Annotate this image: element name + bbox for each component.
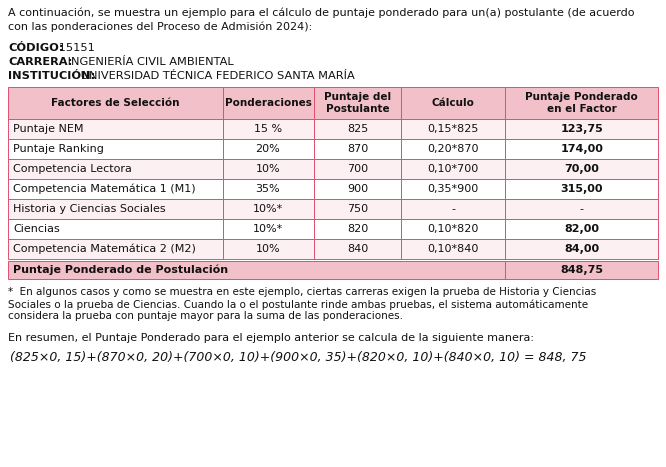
Text: 20%: 20% (256, 144, 280, 154)
Text: 10%: 10% (256, 164, 280, 174)
Text: 84,00: 84,00 (564, 244, 599, 254)
Text: 700: 700 (347, 164, 368, 174)
Text: 123,75: 123,75 (560, 124, 603, 134)
Text: 848,75: 848,75 (560, 265, 603, 275)
Bar (8, 179, 222, 199)
Bar (401, 199, 505, 219)
Bar (505, 239, 658, 259)
Text: -: - (452, 204, 456, 214)
Bar (314, 219, 401, 239)
Bar (505, 219, 658, 239)
Text: 820: 820 (347, 224, 368, 234)
Bar (222, 159, 314, 179)
Text: 0,20*870: 0,20*870 (428, 144, 479, 154)
Bar (8, 159, 222, 179)
Text: Puntaje NEM: Puntaje NEM (13, 124, 83, 134)
Text: -: - (579, 204, 583, 214)
Text: Puntaje del
Postulante: Puntaje del Postulante (324, 92, 391, 114)
Bar (401, 119, 505, 139)
Text: En resumen, el Puntaje Ponderado para el ejemplo anterior se calcula de la sigui: En resumen, el Puntaje Ponderado para el… (8, 333, 534, 343)
Bar (314, 139, 401, 159)
Text: 10%: 10% (256, 244, 280, 254)
Bar (314, 179, 401, 199)
Bar (8, 139, 222, 159)
Bar (505, 261, 658, 279)
Bar (222, 199, 314, 219)
Bar (505, 139, 658, 159)
Text: 10%*: 10%* (253, 224, 283, 234)
Bar (505, 159, 658, 179)
Text: 750: 750 (347, 204, 368, 214)
Text: Puntaje Ranking: Puntaje Ranking (13, 144, 104, 154)
Text: Historia y Ciencias Sociales: Historia y Ciencias Sociales (13, 204, 166, 214)
Bar (314, 239, 401, 259)
Text: Cálculo: Cálculo (432, 98, 475, 108)
Text: 0,15*825: 0,15*825 (428, 124, 479, 134)
Text: Competencia Matemática 1 (M1): Competencia Matemática 1 (M1) (13, 184, 196, 194)
Bar (222, 139, 314, 159)
Bar (222, 219, 314, 239)
Bar (8, 239, 222, 259)
Bar (401, 219, 505, 239)
Bar (505, 199, 658, 219)
Text: con las ponderaciones del Proceso de Admisión 2024):: con las ponderaciones del Proceso de Adm… (8, 21, 312, 31)
Text: 174,00: 174,00 (560, 144, 603, 154)
Text: 825: 825 (347, 124, 368, 134)
Bar (314, 87, 401, 119)
Bar (505, 179, 658, 199)
Bar (401, 159, 505, 179)
Text: Competencia Lectora: Competencia Lectora (13, 164, 132, 174)
Text: Factores de Selección: Factores de Selección (51, 98, 180, 108)
Bar (314, 199, 401, 219)
Bar (222, 239, 314, 259)
Text: Puntaje Ponderado
en el Factor: Puntaje Ponderado en el Factor (525, 92, 638, 114)
Bar (314, 119, 401, 139)
Bar (222, 87, 314, 119)
Text: 10%*: 10%* (253, 204, 283, 214)
Bar (505, 87, 658, 119)
Text: 0,35*900: 0,35*900 (428, 184, 479, 194)
Text: Competencia Matemática 2 (M2): Competencia Matemática 2 (M2) (13, 244, 196, 254)
Text: (825×0, 15)+(870×0, 20)+(700×0, 10)+(900×0, 35)+(820×0, 10)+(840×0, 10) = 848, 7: (825×0, 15)+(870×0, 20)+(700×0, 10)+(900… (10, 351, 587, 364)
Bar (8, 87, 222, 119)
Text: INGENIERÍA CIVIL AMBIENTAL: INGENIERÍA CIVIL AMBIENTAL (64, 57, 234, 67)
Bar (222, 119, 314, 139)
Text: 315,00: 315,00 (560, 184, 603, 194)
Bar (505, 119, 658, 139)
Text: *  En algunos casos y como se muestra en este ejemplo, ciertas carreras exigen l: * En algunos casos y como se muestra en … (8, 287, 596, 297)
Text: 0,10*700: 0,10*700 (428, 164, 479, 174)
Text: 15151: 15151 (55, 43, 95, 53)
Bar (401, 179, 505, 199)
Text: CARRERA:: CARRERA: (8, 57, 73, 67)
Bar (8, 199, 222, 219)
Text: 0,10*840: 0,10*840 (428, 244, 479, 254)
Text: 840: 840 (347, 244, 368, 254)
Text: 70,00: 70,00 (564, 164, 599, 174)
Text: Ponderaciones: Ponderaciones (224, 98, 312, 108)
Text: Puntaje Ponderado de Postulación: Puntaje Ponderado de Postulación (13, 265, 228, 275)
Text: 870: 870 (347, 144, 368, 154)
Text: 35%: 35% (256, 184, 280, 194)
Text: 900: 900 (347, 184, 368, 194)
Text: Sociales o la prueba de Ciencias. Cuando la o el postulante rinde ambas pruebas,: Sociales o la prueba de Ciencias. Cuando… (8, 299, 588, 310)
Text: 15 %: 15 % (254, 124, 282, 134)
Text: 0,10*820: 0,10*820 (428, 224, 479, 234)
Text: INSTITUCIÓN:: INSTITUCIÓN: (8, 71, 95, 81)
Bar (401, 239, 505, 259)
Text: A continuación, se muestra un ejemplo para el cálculo de puntaje ponderado para : A continuación, se muestra un ejemplo pa… (8, 8, 635, 19)
Bar (8, 261, 505, 279)
Bar (401, 139, 505, 159)
Text: CÓDIGO:: CÓDIGO: (8, 43, 63, 53)
Text: UNIVERSIDAD TÉCNICA FEDERICO SANTA MARÍA: UNIVERSIDAD TÉCNICA FEDERICO SANTA MARÍA (77, 71, 355, 81)
Text: 82,00: 82,00 (564, 224, 599, 234)
Text: considera la prueba con puntaje mayor para la suma de las ponderaciones.: considera la prueba con puntaje mayor pa… (8, 311, 403, 321)
Bar (314, 159, 401, 179)
Bar (8, 219, 222, 239)
Bar (222, 179, 314, 199)
Bar (401, 87, 505, 119)
Text: Ciencias: Ciencias (13, 224, 60, 234)
Bar (8, 119, 222, 139)
